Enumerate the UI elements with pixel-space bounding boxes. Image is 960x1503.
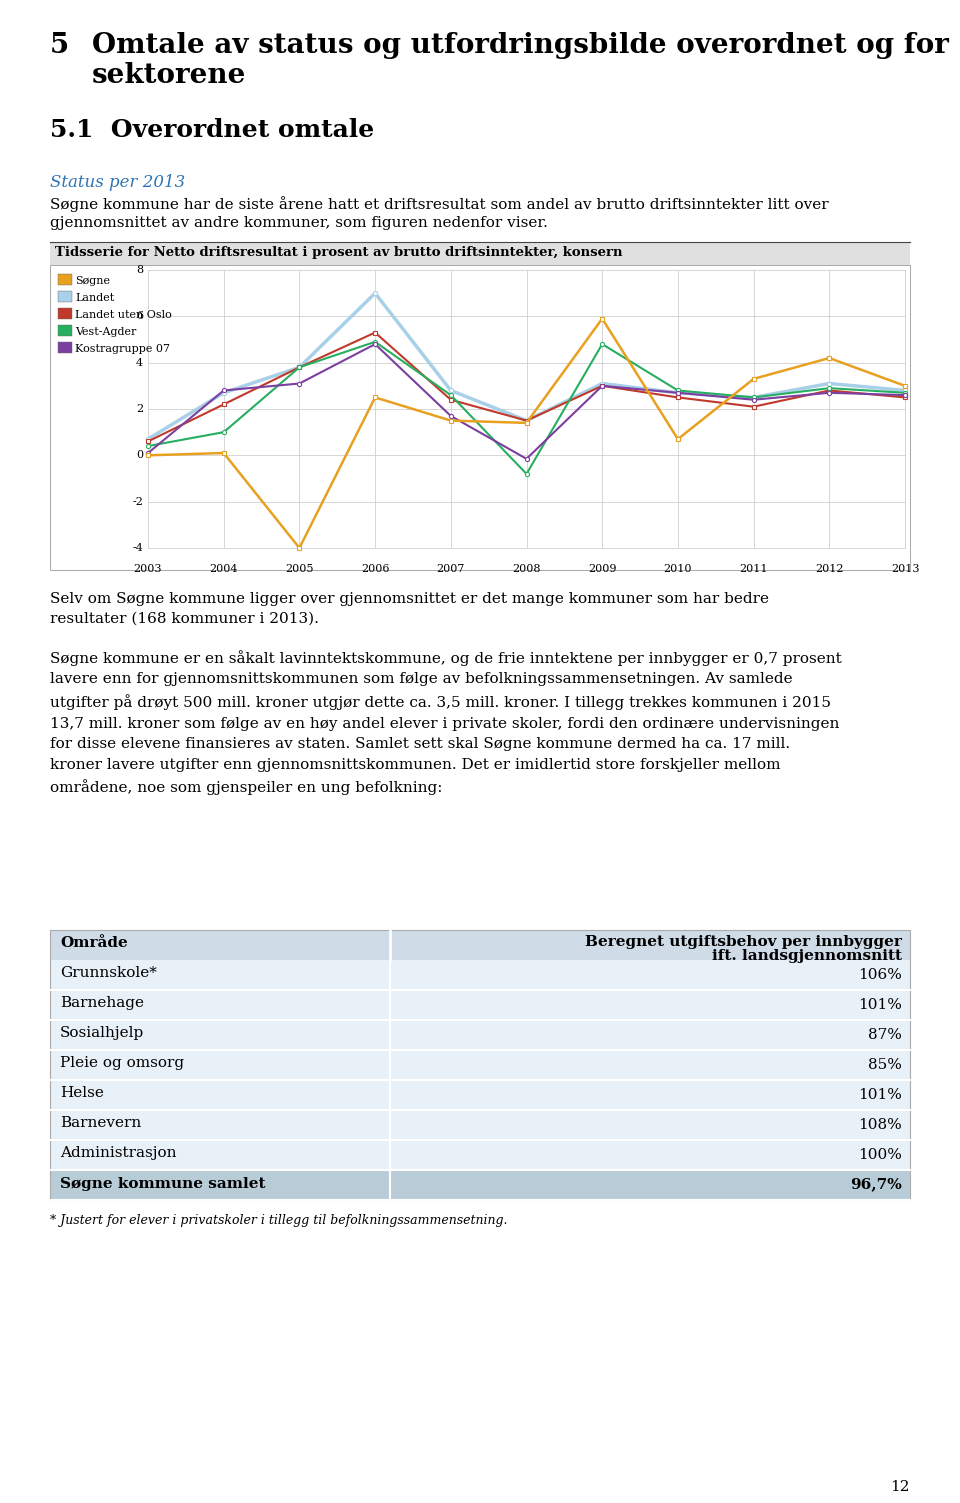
Text: 85%: 85% bbox=[868, 1058, 902, 1072]
Text: Sosialhjelp: Sosialhjelp bbox=[60, 1027, 144, 1040]
Bar bbox=[58, 325, 72, 337]
Text: 12: 12 bbox=[891, 1480, 910, 1494]
Text: 2009: 2009 bbox=[588, 564, 616, 574]
Text: 101%: 101% bbox=[858, 1088, 902, 1102]
Text: -2: -2 bbox=[132, 496, 143, 507]
Text: Selv om Søgne kommune ligger over gjennomsnittet er det mange kommuner som har b: Selv om Søgne kommune ligger over gjenno… bbox=[50, 592, 769, 606]
Text: 87%: 87% bbox=[868, 1028, 902, 1042]
Text: 100%: 100% bbox=[858, 1148, 902, 1162]
Bar bbox=[50, 930, 910, 1199]
Text: 2011: 2011 bbox=[739, 564, 768, 574]
Bar bbox=[58, 343, 72, 353]
Text: 2008: 2008 bbox=[513, 564, 540, 574]
Text: 2007: 2007 bbox=[437, 564, 465, 574]
Text: Område: Område bbox=[60, 936, 128, 950]
Text: gjennomsnittet av andre kommuner, som figuren nedenfor viser.: gjennomsnittet av andre kommuner, som fi… bbox=[50, 216, 548, 230]
Text: 2013: 2013 bbox=[891, 564, 920, 574]
Bar bbox=[58, 308, 72, 319]
Text: 2005: 2005 bbox=[285, 564, 314, 574]
Text: sektorene: sektorene bbox=[92, 62, 247, 89]
Bar bbox=[50, 1111, 910, 1139]
Text: Vest-Agder: Vest-Agder bbox=[75, 328, 136, 337]
Bar bbox=[50, 990, 910, 1021]
Text: 2010: 2010 bbox=[663, 564, 692, 574]
Text: 5: 5 bbox=[50, 32, 69, 59]
Text: Status per 2013: Status per 2013 bbox=[50, 174, 185, 191]
Text: Omtale av status og utfordringsbilde overordnet og for: Omtale av status og utfordringsbilde ove… bbox=[92, 32, 948, 59]
Text: 101%: 101% bbox=[858, 998, 902, 1012]
Bar bbox=[50, 1081, 910, 1111]
Bar bbox=[50, 243, 910, 265]
Bar bbox=[50, 1169, 910, 1199]
Text: 6: 6 bbox=[136, 311, 143, 322]
Text: Søgne: Søgne bbox=[75, 277, 110, 286]
Text: ift. landsgjennomsnitt: ift. landsgjennomsnitt bbox=[712, 948, 902, 963]
Bar bbox=[50, 1139, 910, 1169]
Text: Beregnet utgiftsbehov per innbygger: Beregnet utgiftsbehov per innbygger bbox=[586, 935, 902, 948]
Text: Grunnskole*: Grunnskole* bbox=[60, 966, 156, 980]
Text: 2: 2 bbox=[136, 404, 143, 413]
Text: 5.1  Overordnet omtale: 5.1 Overordnet omtale bbox=[50, 119, 374, 141]
Text: Landet uten Oslo: Landet uten Oslo bbox=[75, 310, 172, 320]
Text: 106%: 106% bbox=[858, 968, 902, 981]
Bar bbox=[50, 930, 910, 960]
Text: Landet: Landet bbox=[75, 293, 114, 304]
Text: Pleie og omsorg: Pleie og omsorg bbox=[60, 1057, 184, 1070]
Text: resultater (168 kommuner i 2013).: resultater (168 kommuner i 2013). bbox=[50, 612, 319, 627]
Text: * Justert for elever i privatskoler i tillegg til befolkningssammensetning.: * Justert for elever i privatskoler i ti… bbox=[50, 1214, 508, 1226]
Text: 2012: 2012 bbox=[815, 564, 844, 574]
Text: 0: 0 bbox=[136, 451, 143, 460]
Text: 8: 8 bbox=[136, 265, 143, 275]
Bar bbox=[58, 274, 72, 286]
Text: Tidsserie for Netto driftsresultat i prosent av brutto driftsinntekter, konsern: Tidsserie for Netto driftsresultat i pro… bbox=[55, 246, 622, 259]
Text: 108%: 108% bbox=[858, 1118, 902, 1132]
Text: 2003: 2003 bbox=[133, 564, 162, 574]
Bar bbox=[50, 265, 910, 570]
Text: Søgne kommune har de siste årene hatt et driftsresultat som andel av brutto drif: Søgne kommune har de siste årene hatt et… bbox=[50, 195, 828, 212]
Bar bbox=[58, 292, 72, 302]
Text: 2006: 2006 bbox=[361, 564, 390, 574]
Text: Kostragruppe 07: Kostragruppe 07 bbox=[75, 344, 170, 355]
Text: Helse: Helse bbox=[60, 1087, 104, 1100]
Text: 96,7%: 96,7% bbox=[851, 1177, 902, 1190]
Text: Søgne kommune er en såkalt lavinntektskommune, og de frie inntektene per innbygg: Søgne kommune er en såkalt lavinntektsko… bbox=[50, 649, 842, 795]
Bar bbox=[50, 1021, 910, 1051]
Text: 2004: 2004 bbox=[209, 564, 238, 574]
Text: Administrasjon: Administrasjon bbox=[60, 1145, 177, 1160]
Text: 4: 4 bbox=[136, 358, 143, 368]
Bar bbox=[50, 1051, 910, 1081]
Text: -4: -4 bbox=[132, 543, 143, 553]
Text: Søgne kommune samlet: Søgne kommune samlet bbox=[60, 1177, 266, 1190]
Text: Barnevern: Barnevern bbox=[60, 1117, 141, 1130]
Bar bbox=[50, 960, 910, 990]
Text: Barnehage: Barnehage bbox=[60, 996, 144, 1010]
